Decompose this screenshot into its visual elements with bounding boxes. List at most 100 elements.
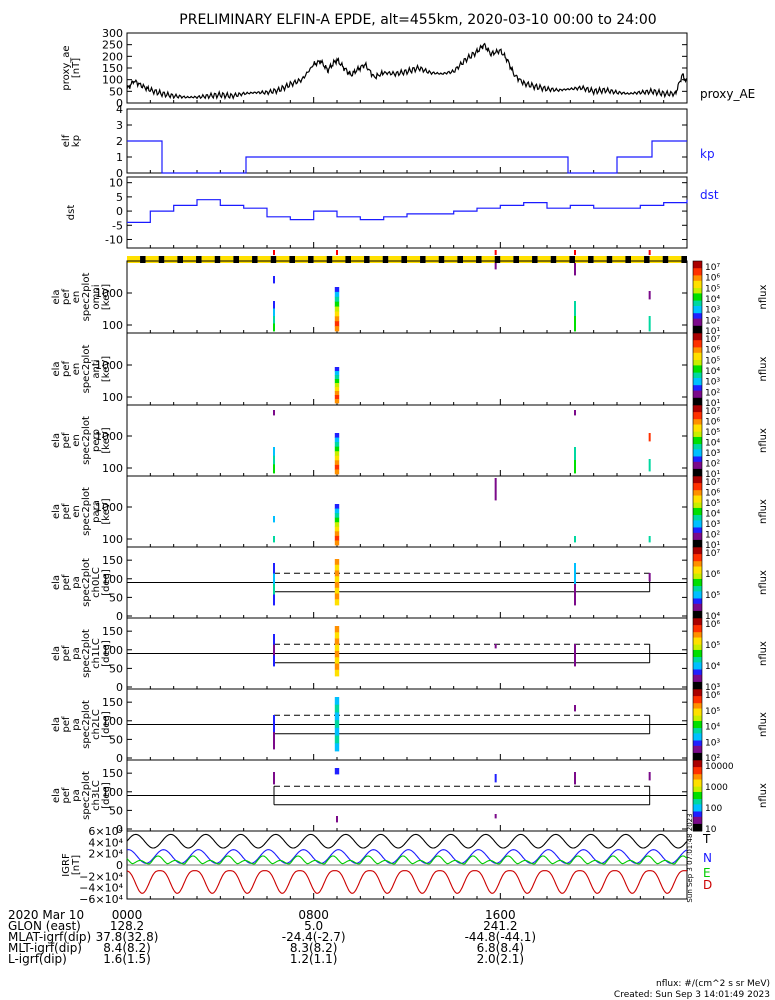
- colorbar-cell: [693, 477, 702, 481]
- orbit-bar-segment: [537, 256, 551, 263]
- colorbar-cell: [693, 586, 702, 589]
- y-label-line: ela: [51, 504, 62, 519]
- colorbar-cell: [693, 605, 702, 608]
- colorbar-tick: 10¹: [705, 541, 720, 551]
- colorbar-cell: [693, 674, 702, 678]
- y-label-line: [deg]: [101, 782, 112, 809]
- x-row-value: -44.8(-44.1): [465, 930, 536, 944]
- colorbar-cell: [693, 770, 702, 773]
- colorbar-cell: [693, 822, 702, 825]
- colorbar-cell: [693, 728, 702, 731]
- colorbar-tick: 10⁴: [705, 367, 720, 377]
- colorbar-cell: [693, 470, 702, 473]
- colorbar-tick: 10⁷: [705, 478, 720, 488]
- x-row-value: 1600: [485, 908, 516, 922]
- colorbar-cell: [693, 352, 702, 356]
- spectrogram-pixel: [334, 517, 340, 523]
- colorbar-cell: [693, 763, 702, 766]
- colorbar-tick: 10⁵: [705, 707, 720, 717]
- y-label-line: [keV]: [101, 498, 112, 524]
- colorbar-cell: [693, 644, 702, 647]
- y-label-line: [keV]: [101, 284, 112, 310]
- colorbar-cell: [693, 406, 702, 410]
- spectrogram-pixel: [574, 584, 576, 606]
- colorbar-cell: [693, 825, 702, 828]
- y-label-line: spec2plot: [81, 416, 92, 465]
- colorbar-tick: 10²: [705, 316, 720, 326]
- colorbar-cell: [693, 612, 702, 615]
- colorbar-cell: [693, 440, 702, 443]
- colorbar-cell: [693, 559, 702, 562]
- spectrogram-pixel: [334, 433, 340, 438]
- colorbar-cell: [693, 747, 702, 750]
- panel-spec_para: ela pef en spec2plot para [keV]100010010⁷10⁶1…: [51, 475, 769, 551]
- y-label-line: pef: [61, 432, 72, 449]
- spectrogram-pixel: [648, 433, 651, 442]
- colorbar-cell: [693, 600, 702, 603]
- y-tick-label: 250: [102, 39, 123, 52]
- colorbar-cell: [693, 286, 702, 289]
- spectrogram-pixel: [273, 634, 275, 646]
- y-tick-label: 100: [102, 74, 123, 87]
- colorbar-tick: 10⁶: [705, 274, 720, 284]
- y-label-line: spec2plot: [81, 345, 92, 394]
- colorbar-cell: [693, 504, 702, 507]
- y-axis-label: proxy_ae [nT]: [61, 45, 82, 90]
- colorbar-cell: [693, 518, 702, 521]
- spectrogram-pixel: [334, 399, 340, 404]
- colorbar-cell: [693, 649, 702, 653]
- colorbar-cell: [693, 461, 702, 465]
- spectrogram-pixel: [273, 536, 275, 543]
- x-row-value: 0800: [298, 908, 329, 922]
- y-label-line: pef: [61, 645, 72, 662]
- orbit-bar-segment: [313, 256, 327, 263]
- colorbar-cell: [693, 610, 702, 614]
- panel-frame: [126, 260, 688, 334]
- orbit-bar-segment: [649, 256, 663, 263]
- y-axis-label: ela pef en spec2plot anti [keV]: [51, 345, 112, 394]
- colorbar-cell: [693, 387, 702, 390]
- x-row-value: 1.2(1.1): [290, 952, 338, 966]
- colorbar-cell: [693, 327, 702, 330]
- y-tick-label: 0: [116, 610, 123, 623]
- spectrogram-pixel: [334, 513, 340, 519]
- y-label-line: ela: [51, 717, 62, 732]
- colorbar-cell: [693, 351, 702, 354]
- colorbar-cell: [693, 417, 702, 420]
- colorbar-cell: [693, 646, 702, 649]
- orbit-bar-segment: [140, 256, 146, 263]
- x-row-label: MLT-igrf(dip): [8, 941, 82, 955]
- y-label-line: ch2LC: [91, 709, 102, 740]
- orbit-bar-segment: [220, 256, 234, 263]
- x-row-value: 37.8(32.8): [96, 930, 159, 944]
- y-tick-label: 300: [102, 27, 123, 40]
- colorbar-cell: [693, 460, 702, 463]
- spectrogram-pixel: [574, 410, 576, 416]
- orbit-bar-segment: [606, 256, 613, 263]
- y-tick-label: 1000: [95, 430, 123, 443]
- colorbar-cell: [693, 786, 702, 789]
- colorbar-cell: [693, 309, 702, 312]
- colorbar-cell: [693, 288, 702, 291]
- colorbar-cell: [693, 452, 702, 456]
- colorbar-cell: [693, 304, 702, 307]
- spectrogram-pixel: [334, 287, 340, 293]
- colorbar-cell: [693, 802, 702, 805]
- orbit-bar-segment: [556, 256, 570, 263]
- colorbar-cell: [693, 422, 702, 426]
- orbit-bar-segment: [270, 256, 277, 263]
- colorbar-cell: [693, 710, 702, 713]
- spectrogram-pixel: [273, 516, 275, 523]
- colorbar-cell: [693, 593, 702, 596]
- colorbar-cell: [693, 277, 702, 280]
- colorbar-cell: [693, 522, 702, 525]
- colorbar-cell: [693, 790, 702, 793]
- colorbar-tick: 10⁶: [705, 489, 720, 499]
- colorbar-cell: [693, 618, 702, 621]
- y-label-line: dst: [66, 205, 77, 221]
- y-label-line: en: [71, 434, 82, 447]
- colorbar-cell: [693, 795, 702, 798]
- legend-igrf-T: T: [702, 832, 711, 846]
- colorbar-cell: [693, 689, 702, 692]
- colorbar-cell: [693, 499, 702, 502]
